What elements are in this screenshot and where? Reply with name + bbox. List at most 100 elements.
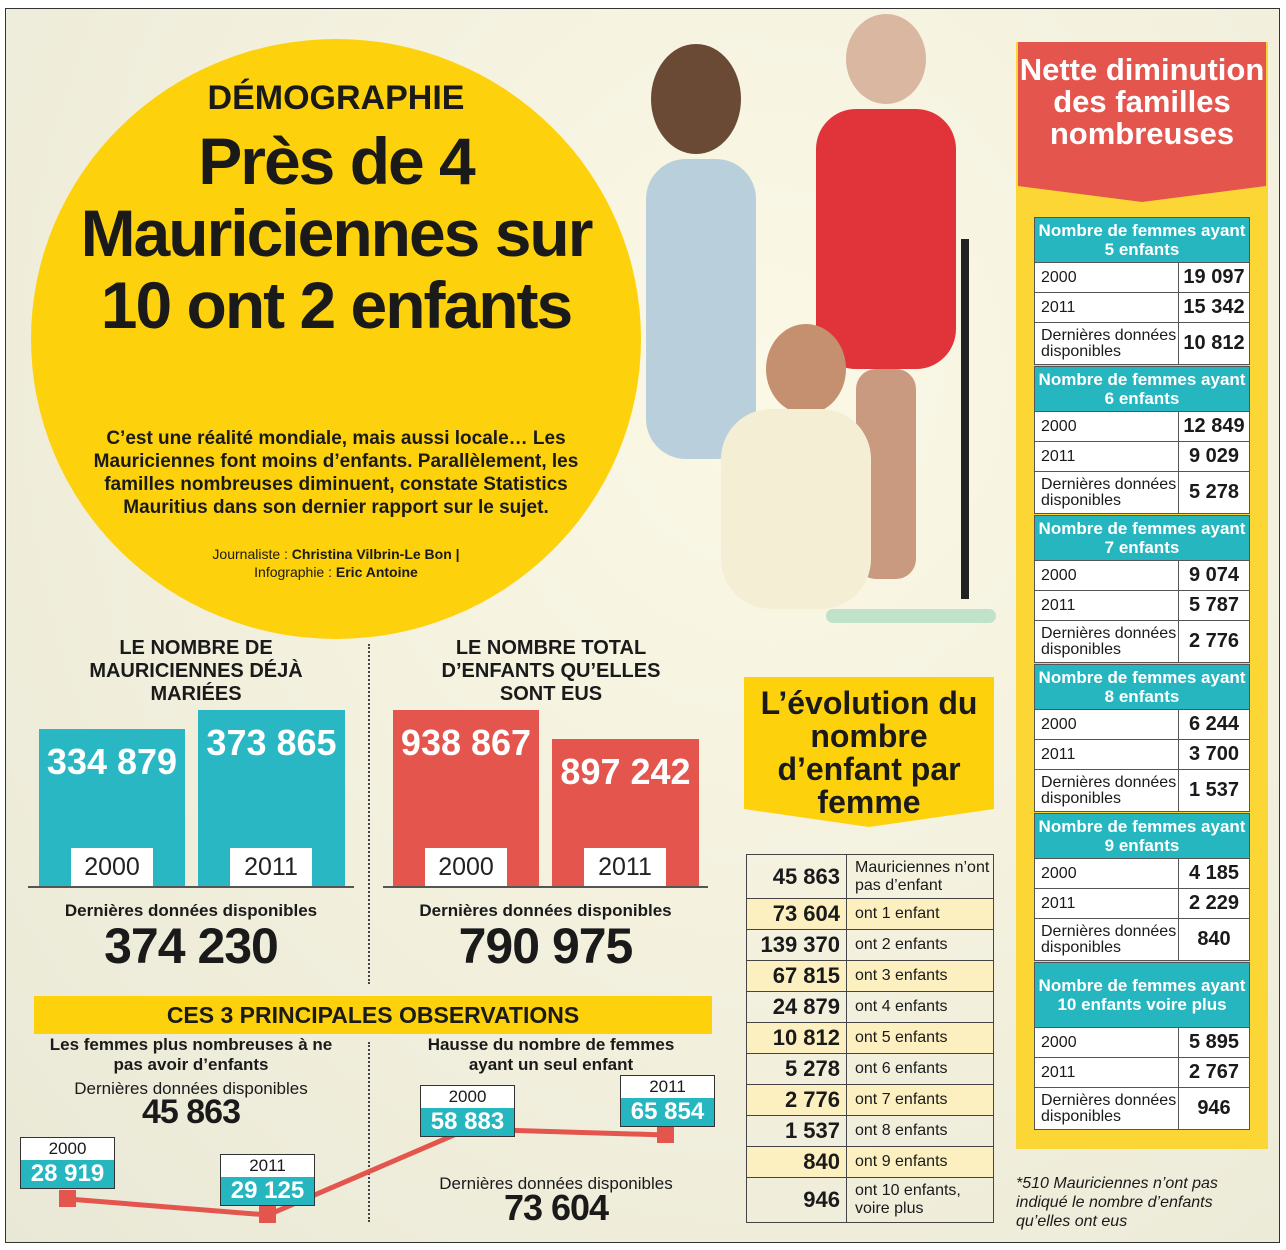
group-row: Dernières données disponibles 5 278 xyxy=(1034,472,1250,514)
journalist: Christina Vilbrin-Le Bon | xyxy=(291,546,460,562)
row-value: 15 342 xyxy=(1183,296,1245,318)
no-child-latest: 45 863 xyxy=(142,1093,241,1131)
no-child-latest-label: Dernières données disponibles xyxy=(74,1079,308,1098)
label-value: 29 125 xyxy=(221,1177,314,1205)
kicker: DÉMOGRAPHIE xyxy=(207,79,465,117)
label-value: 58 883 xyxy=(421,1108,514,1136)
label-year: 2011 xyxy=(221,1155,314,1177)
married-latest-label: Dernières données disponibles xyxy=(64,901,318,920)
row-value: 5 787 xyxy=(1188,594,1240,616)
page-title: Près de 4 Mauriciennes sur 10 ont 2 enfa… xyxy=(80,124,594,342)
row-label: 2011 xyxy=(1035,293,1179,322)
bar-children-2011: 897 242 2011 xyxy=(552,739,699,886)
group-table: Nombre de femmes ayant 8 enfants 2000 6 24… xyxy=(1034,664,1250,812)
bar-married-2000: 334 879 2000 xyxy=(39,729,185,886)
evolution-row: 67 815 ont 3 enfants xyxy=(747,961,993,992)
count: 45 863 xyxy=(747,855,847,898)
description: ont 6 enfants xyxy=(855,1060,948,1077)
row-label: 2000 xyxy=(1035,561,1179,590)
group-row: 2000 12 849 xyxy=(1034,412,1250,442)
label-year: 2000 xyxy=(21,1138,114,1160)
count: 73 604 xyxy=(747,899,847,929)
point-one-child-2011 xyxy=(657,1126,674,1143)
infographic: DÉMOGRAPHIE Près de 4 Mauriciennes sur 1… xyxy=(5,8,1280,1243)
group-row: Dernières données disponibles 946 xyxy=(1034,1088,1250,1130)
infographic-label: Infographie : xyxy=(254,564,336,580)
count: 139 370 xyxy=(747,930,847,960)
row-label: Dernières données disponibles xyxy=(1035,323,1179,364)
label-year: 2011 xyxy=(621,1076,714,1098)
evolution-row: 2 776 ont 7 enfants xyxy=(747,1085,993,1116)
row-label: Dernières données disponibles xyxy=(1035,621,1179,662)
count: 840 xyxy=(747,1147,847,1177)
row-label: 2011 xyxy=(1035,591,1179,620)
evolution-row: 139 370 ont 2 enfants xyxy=(747,930,993,961)
row-value: 5 895 xyxy=(1188,1031,1240,1053)
married-title: LE NOMBRE DE MAURICIENNES DÉJÀ MARIÉES xyxy=(89,637,303,705)
group-table: Nombre de femmes ayant 5 enfants 2000 19 0… xyxy=(1034,217,1250,365)
bar-year: 2000 xyxy=(71,848,153,886)
group-row: 2011 9 029 xyxy=(1034,442,1250,472)
description: Mauriciennes n’ont pas d’enfant xyxy=(855,858,990,894)
evolution-title: L’évolution du nombre d’enfant par femme xyxy=(744,677,994,827)
baseline xyxy=(28,886,354,888)
trend-line xyxy=(67,1126,667,1218)
label-value: 28 919 xyxy=(21,1160,114,1188)
row-label: 2011 xyxy=(1035,740,1179,769)
bar-value: 334 879 xyxy=(46,741,178,782)
count: 24 879 xyxy=(747,992,847,1022)
group-row: 2000 6 244 xyxy=(1034,710,1250,740)
row-label: 2000 xyxy=(1035,710,1179,739)
credits: Journaliste : Christina Vilbrin-Le Bon |… xyxy=(86,545,586,581)
group-table: Nombre de femmes ayant 7 enfants 2000 9 07… xyxy=(1034,515,1250,663)
evolution-row: 10 812 ont 5 enfants xyxy=(747,1023,993,1054)
infographic-author: Eric Antoine xyxy=(335,564,418,580)
bar-value: 897 242 xyxy=(560,751,691,792)
label-no-child-2000: 2000 28 919 xyxy=(20,1137,115,1189)
count: 1 537 xyxy=(747,1116,847,1146)
description: ont 10 enfants, voire plus xyxy=(855,1182,961,1217)
group-header: Nombre de femmes ayant 10 enfants voire … xyxy=(1034,962,1250,1028)
label-year: 2000 xyxy=(421,1086,514,1108)
evolution-row: 840 ont 9 enfants xyxy=(747,1147,993,1178)
group-row: Dernières données disponibles 10 812 xyxy=(1034,323,1250,365)
row-label: 2011 xyxy=(1035,1058,1179,1087)
description: ont 3 enfants xyxy=(855,967,948,984)
group-row: 2011 3 700 xyxy=(1034,740,1250,770)
one-child-title: Hausse du nombre de femmes ayant un seul… xyxy=(427,1035,675,1074)
group-header: Nombre de femmes ayant 7 enfants xyxy=(1034,515,1250,561)
evolution-table: 45 863 Mauriciennes n’ont pas d’enfant 73 … xyxy=(746,854,994,1223)
label-no-child-2011: 2011 29 125 xyxy=(220,1154,315,1206)
group-row: 2011 5 787 xyxy=(1034,591,1250,621)
group-row: Dernières données disponibles 2 776 xyxy=(1034,621,1250,663)
observations-title: CES 3 PRINCIPALES OBSERVATIONS xyxy=(34,996,712,1034)
bar-year: 2011 xyxy=(230,848,312,886)
row-value: 840 xyxy=(1197,928,1231,950)
group-row: Dernières données disponibles 1 537 xyxy=(1034,770,1250,812)
group-row: Dernières données disponibles 840 xyxy=(1034,919,1250,961)
row-label: 2000 xyxy=(1035,263,1179,292)
evolution-row: 946 ont 10 enfants, voire plus xyxy=(747,1178,993,1222)
row-value: 1 537 xyxy=(1188,779,1240,801)
count: 67 815 xyxy=(747,961,847,991)
married-latest: 374 230 xyxy=(104,918,279,974)
divider xyxy=(368,644,370,984)
row-value: 6 244 xyxy=(1188,713,1240,735)
children-title: LE NOMBRE TOTAL D’ENFANTS QU’ELLES SONT … xyxy=(441,637,661,705)
description: ont 9 enfants xyxy=(855,1153,948,1170)
point-no-child-2000 xyxy=(59,1190,76,1207)
row-label: 2000 xyxy=(1035,859,1179,888)
row-label: Dernières données disponibles xyxy=(1035,472,1179,513)
group-row: 2011 15 342 xyxy=(1034,293,1250,323)
description: ont 1 enfant xyxy=(855,905,940,922)
group-table: Nombre de femmes ayant 6 enfants 2000 12 8… xyxy=(1034,366,1250,514)
row-value: 2 229 xyxy=(1188,892,1240,914)
trend-lines xyxy=(59,1120,674,1223)
row-value: 10 812 xyxy=(1183,332,1245,354)
group-row: 2000 5 895 xyxy=(1034,1028,1250,1058)
bar-year: 2000 xyxy=(425,848,507,886)
row-value: 2 767 xyxy=(1188,1061,1240,1083)
row-value: 9 029 xyxy=(1188,445,1240,467)
lead-text: C’est une réalité mondiale, mais aussi l… xyxy=(93,428,579,518)
footnote: *510 Mauriciennes n’ont pas indiqué le n… xyxy=(1016,1175,1218,1230)
